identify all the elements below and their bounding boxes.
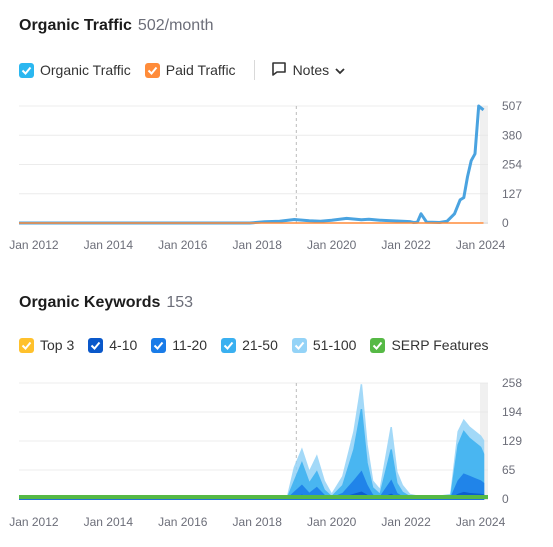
traffic-legend: Organic Traffic Paid Traffic Notes (19, 60, 345, 80)
x-tick-label: Jan 2012 (9, 515, 59, 529)
top3-checkbox[interactable]: Top 3 (19, 337, 74, 353)
y-tick-label: 194 (502, 405, 522, 419)
checkbox-check-icon (291, 337, 307, 353)
pos-51-100-checkbox[interactable]: 51-100 (291, 337, 357, 353)
x-tick-label: Jan 2022 (381, 238, 431, 252)
pos-11-20-label: 11-20 (172, 337, 208, 353)
pos-21-50-label: 21-50 (242, 337, 278, 353)
organic-traffic-chart: 507 380 254 127 0 Jan 2012 Jan 2014 Jan 2016 Jan… (9, 99, 522, 252)
x-tick-label: Jan 2024 (456, 238, 506, 252)
serp-features-strip (19, 495, 488, 499)
x-tick-label: Jan 2014 (84, 238, 134, 252)
x-tick-label: Jan 2024 (456, 515, 506, 529)
x-tick-label: Jan 2016 (158, 238, 208, 252)
series-area-21-50 (19, 408, 485, 500)
chevron-down-icon (335, 62, 345, 78)
x-tick-label: Jan 2018 (233, 515, 283, 529)
organic-keywords-value: 153 (166, 294, 194, 311)
checkbox-check-icon (370, 337, 386, 353)
checkbox-check-icon (19, 62, 34, 78)
y-tick-label: 254 (502, 158, 522, 172)
legend-divider (253, 60, 255, 80)
y-tick-label: 380 (502, 128, 522, 142)
organic-traffic-title-text: Organic Traffic (19, 17, 132, 34)
y-tick-label: 258 (502, 376, 522, 390)
x-tick-label: Jan 2016 (158, 515, 208, 529)
y-tick-label: 129 (502, 434, 522, 448)
organic-traffic-label: Organic Traffic (40, 62, 131, 78)
pos-21-50-checkbox[interactable]: 21-50 (221, 337, 278, 353)
current-period-shade (480, 106, 488, 223)
serp-features-checkbox[interactable]: SERP Features (370, 337, 488, 353)
pos-4-10-label: 4-10 (109, 337, 138, 353)
x-tick-label: Jan 2012 (9, 238, 59, 252)
y-tick-label: 507 (502, 99, 522, 113)
x-tick-label: Jan 2022 (381, 515, 431, 529)
notes-label: Notes (292, 62, 330, 78)
top3-label: Top 3 (40, 337, 75, 353)
checkbox-check-icon (19, 337, 34, 353)
y-tick-label: 0 (502, 216, 509, 230)
pos-4-10-checkbox[interactable]: 4-10 (88, 337, 137, 353)
y-tick-label: 127 (502, 187, 522, 201)
x-tick-label: Jan 2020 (307, 238, 357, 252)
checkbox-check-icon (144, 62, 160, 78)
organic-traffic-title: Organic Traffic 502/month (19, 17, 214, 35)
paid-traffic-label: Paid Traffic (165, 62, 236, 78)
organic-keywords-chart: 258 194 129 65 0 Jan 2012 Jan 2014 Jan 2016 Jan … (9, 376, 522, 529)
checkbox-check-icon (221, 337, 237, 353)
x-tick-label: Jan 2020 (307, 515, 357, 529)
series-area-11-20 (19, 470, 485, 500)
checkbox-check-icon (151, 337, 167, 353)
organic-traffic-checkbox[interactable]: Organic Traffic (19, 62, 131, 78)
x-tick-label: Jan 2018 (233, 238, 283, 252)
notes-icon (271, 61, 287, 80)
y-tick-label: 65 (502, 463, 516, 477)
organic-keywords-title: Organic Keywords 153 (19, 294, 193, 312)
organic-traffic-value: 502/month (137, 17, 214, 34)
pos-51-100-label: 51-100 (312, 337, 357, 353)
checkbox-check-icon (88, 337, 104, 353)
y-tick-label: 0 (502, 492, 509, 506)
series-area-51-100 (19, 384, 485, 500)
notes-dropdown[interactable]: Notes (271, 61, 346, 80)
organic-keywords-title-text: Organic Keywords (19, 294, 161, 311)
keywords-legend: Top 3 4-10 11-20 21-50 51-100 SERP Featu… (19, 337, 502, 353)
serp-features-label: SERP Features (391, 337, 489, 353)
x-tick-label: Jan 2014 (84, 515, 134, 529)
paid-traffic-checkbox[interactable]: Paid Traffic (144, 62, 236, 78)
pos-11-20-checkbox[interactable]: 11-20 (151, 337, 207, 353)
